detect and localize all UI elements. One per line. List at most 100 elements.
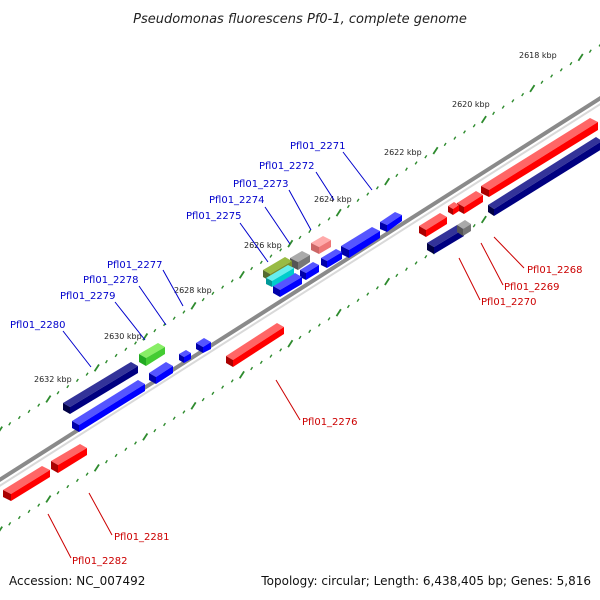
tick-mark (201, 397, 205, 402)
tick-mark (366, 192, 370, 196)
gene-label-top: Pfl01_2275 (186, 211, 242, 222)
tick-mark (298, 235, 302, 240)
gene-block-2271 (380, 212, 402, 232)
tick-mark (142, 333, 149, 341)
gene-block-pink (311, 236, 331, 254)
gene-features (3, 118, 600, 559)
gene-block-2270-navy (427, 225, 464, 254)
gene-block-2275 (273, 273, 302, 297)
tick-mark (395, 173, 399, 178)
tick-mark (463, 130, 466, 134)
tick-mark (114, 353, 118, 358)
tick-mark (238, 370, 245, 379)
tick-mark (238, 270, 245, 279)
kbp-label: 2628 kbp (174, 286, 212, 295)
tick-mark (66, 384, 70, 389)
tick-mark (172, 316, 176, 320)
tick-mark (346, 204, 350, 209)
tick-mark (569, 61, 573, 66)
tick-mark (230, 379, 234, 383)
tick-mark (105, 459, 108, 464)
tick-mark (375, 286, 379, 290)
kbp-label: 2618 kbp (519, 51, 557, 60)
gene-block-2269 (457, 191, 483, 214)
bottom-leader-lines (47, 236, 525, 559)
tick-mark (317, 223, 321, 227)
tick-mark (56, 491, 60, 495)
tick-mark (17, 515, 21, 520)
tick-mark (472, 124, 476, 128)
tick-mark (259, 360, 263, 365)
tick-mark (230, 279, 234, 283)
gene-block-2278 (179, 350, 191, 363)
kbp-label: 2622 kbp (384, 148, 422, 157)
tick-mark (27, 509, 31, 514)
topology-summary-text: Topology: circular; Length: 6,438,405 bp… (260, 574, 591, 588)
tick-mark (250, 266, 254, 271)
tick-mark (17, 415, 21, 420)
tick-mark (424, 255, 428, 259)
gene-label-top: Pfl01_2280 (10, 320, 66, 331)
tick-mark (75, 478, 79, 483)
tick-mark (317, 323, 321, 327)
tick-mark (269, 354, 273, 358)
tick-mark (93, 364, 100, 372)
tick-mark (559, 68, 563, 72)
tick-mark (298, 335, 302, 340)
gene-label-top: Pfl01_2272 (259, 161, 315, 172)
tick-mark (124, 347, 128, 351)
tick-mark (384, 177, 391, 186)
tick-mark (356, 298, 360, 302)
tick-mark (45, 495, 52, 503)
tick-mark (153, 428, 157, 433)
gene-block-2277 (196, 338, 211, 353)
gene-block-2276 (226, 323, 284, 367)
gene-label-bottom: Pfl01_2276 (302, 417, 358, 428)
gene-label-bottom: Pfl01_2282 (72, 556, 128, 567)
tick-mark (37, 503, 41, 507)
kbp-label: 2626 kbp (244, 241, 282, 250)
tick-mark (384, 277, 391, 286)
tick-mark (366, 292, 370, 296)
tick-mark (211, 391, 215, 396)
tick-mark (124, 447, 128, 451)
tick-mark (163, 422, 166, 427)
tick-mark (172, 416, 176, 420)
gene-block-2281 (51, 444, 87, 473)
tick-mark (221, 385, 225, 389)
tick-mark (346, 304, 350, 309)
tick-mark (45, 395, 52, 403)
tick-mark (327, 317, 331, 321)
tick-mark (0, 426, 3, 432)
tick-mark (480, 115, 487, 124)
gene-block-2270 (419, 213, 447, 237)
gene-block-2273 (321, 249, 342, 268)
gene-label-top: Pfl01_2277 (107, 260, 163, 271)
tick-mark (335, 308, 342, 317)
gene-block-red-small (448, 202, 459, 215)
gene-block-2282 (3, 466, 50, 501)
tick-mark (85, 372, 89, 376)
tick-mark (529, 84, 536, 93)
tick-mark (356, 198, 360, 202)
tick-mark (0, 526, 3, 532)
kbp-label: 2624 kbp (314, 195, 352, 204)
top-leader-lines (62, 151, 373, 368)
tick-mark (540, 80, 544, 84)
kbp-label: 2630 kbp (104, 332, 142, 341)
tick-mark (550, 74, 554, 78)
gene-label-top: Pfl01_2273 (233, 179, 289, 190)
tick-mark (279, 248, 283, 252)
tick-mark (279, 348, 283, 352)
tick-mark (114, 453, 118, 458)
gene-label-top: Pfl01_2278 (83, 275, 139, 286)
gene-label-top: Pfl01_2279 (60, 291, 116, 302)
tick-mark (105, 359, 108, 364)
tick-mark (134, 441, 137, 445)
tick-mark (190, 401, 197, 410)
gene-label-top: Pfl01_2274 (209, 195, 265, 206)
tick-mark (37, 403, 41, 407)
gene-block-green (139, 343, 165, 366)
tick-mark (424, 155, 428, 159)
tick-mark (472, 224, 476, 228)
